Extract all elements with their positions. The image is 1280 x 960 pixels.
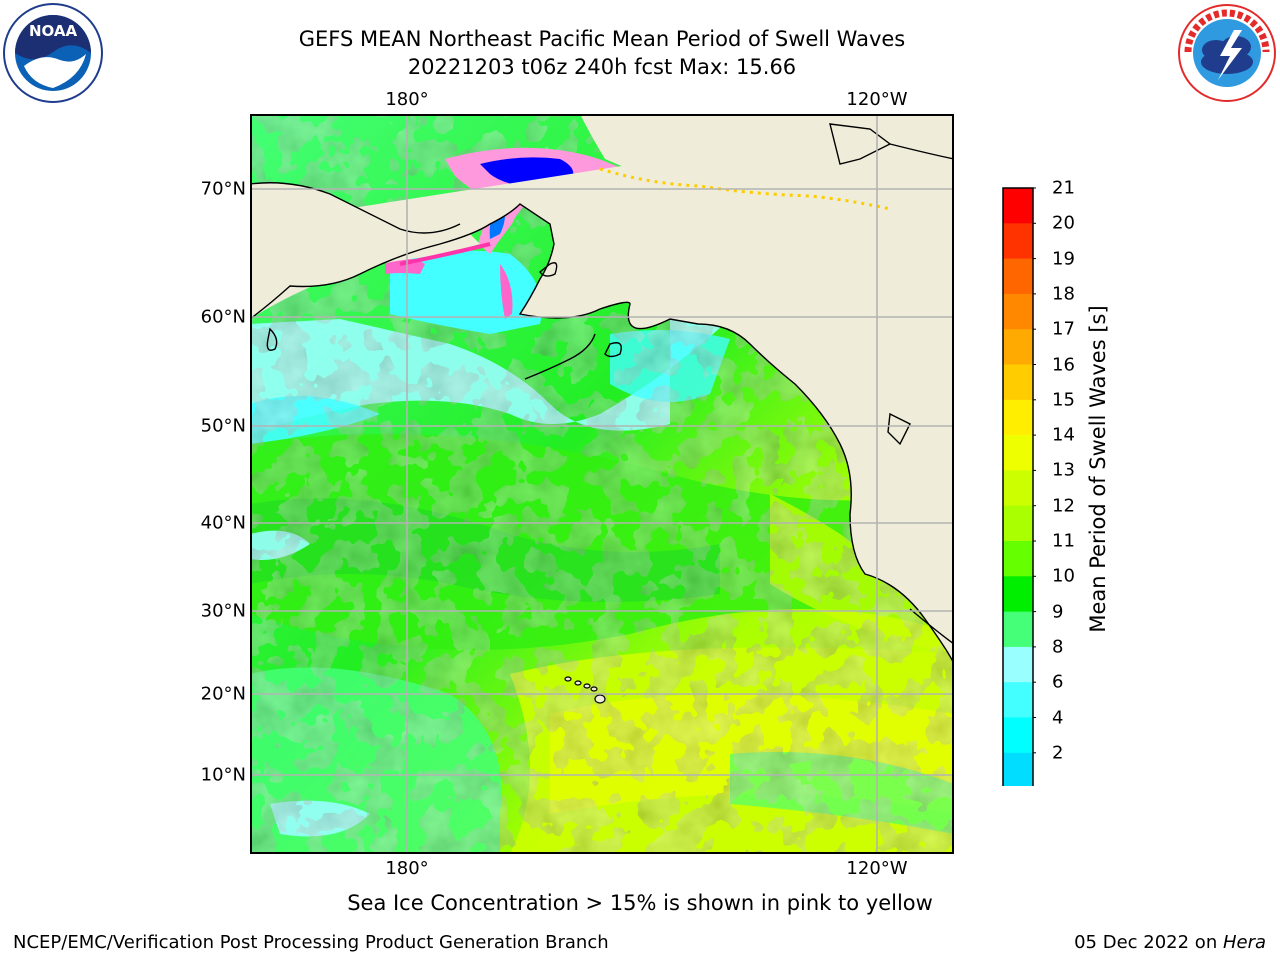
lat-label-30n: 30°N [200, 600, 246, 622]
colorbar-segment [1003, 611, 1033, 648]
colorbar-segment [1003, 435, 1033, 471]
colorbar-tick-label: 2 [1052, 742, 1064, 764]
colorbar-tick-label: 18 [1052, 283, 1075, 305]
lon-label-bottom-120w: 120°W [846, 858, 908, 879]
map-title: GEFS MEAN Northeast Pacific Mean Period … [298, 27, 906, 51]
footer-date-text: 05 Dec 2022 on [1074, 932, 1223, 953]
lat-label-10n: 10°N [200, 764, 246, 786]
colorbar-tick-label: 12 [1052, 495, 1075, 517]
colorbar-tick-label: 10 [1052, 565, 1075, 587]
colorbar-segment [1003, 576, 1033, 613]
lat-label-40n: 40°N [200, 512, 246, 534]
colorbar-segment [1003, 188, 1033, 224]
colorbar-tick-label: 4 [1052, 707, 1064, 728]
swell-period-map [250, 114, 954, 854]
noaa-logo-text: NOAA [29, 22, 78, 40]
sea-ice-note: Sea Ice Concentration > 15% is shown in … [347, 891, 933, 915]
colorbar-segment [1003, 646, 1033, 683]
map-subtitle: 20221203 t06z 240h fcst Max: 15.66 [407, 55, 797, 79]
colorbar-tick-label: 9 [1052, 601, 1064, 623]
colorbar-tick-label: 17 [1052, 318, 1075, 340]
colorbar-tick-label: 13 [1052, 459, 1075, 481]
lon-label-bottom-180: 180° [385, 858, 429, 879]
lat-label-20n: 20°N [200, 683, 246, 705]
colorbar-label: Mean Period of Swell Waves [s] [1086, 305, 1110, 633]
footer-host: Hera [1222, 932, 1266, 953]
colorbar-segment [1003, 399, 1033, 436]
colorbar-tick-label: 11 [1052, 530, 1075, 552]
colorbar-tick-label: 6 [1052, 671, 1064, 693]
map-gridlines [250, 114, 954, 854]
map-frame [250, 114, 954, 854]
colorbar-tick-label: 21 [1052, 177, 1075, 199]
colorbar-segment [1003, 223, 1033, 260]
colorbar-segment [1003, 293, 1033, 330]
national-weather-service-logo [1176, 2, 1278, 104]
hawaii-islands [564, 676, 606, 704]
footer-credit: NCEP/EMC/Verification Post Processing Pr… [13, 932, 609, 953]
colorbar-segment [1003, 364, 1033, 401]
colorbar-segment [1003, 329, 1033, 365]
lon-label-top-180: 180° [385, 89, 429, 110]
lon-label-top-120w: 120°W [846, 89, 908, 110]
colorbar-segment [1003, 752, 1033, 786]
colorbar-tick-label: 16 [1052, 354, 1075, 375]
colorbar-segment [1003, 470, 1033, 507]
colorbar-tick-label: 15 [1052, 389, 1075, 411]
colorbar-tick-label: 14 [1052, 424, 1075, 446]
footer-date: 05 Dec 2022 on Hera [1074, 932, 1266, 953]
colorbar-segment [1003, 717, 1033, 754]
colorbar-tick-label: 19 [1052, 248, 1075, 270]
lat-label-70n: 70°N [200, 178, 246, 200]
colorbar-segment [1003, 682, 1033, 718]
lat-label-60n: 60°N [200, 306, 246, 328]
colorbar-ticks: 21 20 19 18 17 16 15 14 13 12 11 10 9 8 6 4 2 [1052, 0, 1092, 960]
colorbar-tick-label: 8 [1052, 636, 1064, 658]
colorbar-segment [1003, 505, 1033, 542]
colorbar-tick-label: 20 [1052, 212, 1075, 234]
colorbar-segment [1003, 541, 1033, 577]
lat-label-50n: 50°N [200, 415, 246, 437]
colorbar-segment [1003, 258, 1033, 295]
noaa-logo: NOAA [2, 2, 104, 104]
colorbar [1000, 186, 1036, 786]
